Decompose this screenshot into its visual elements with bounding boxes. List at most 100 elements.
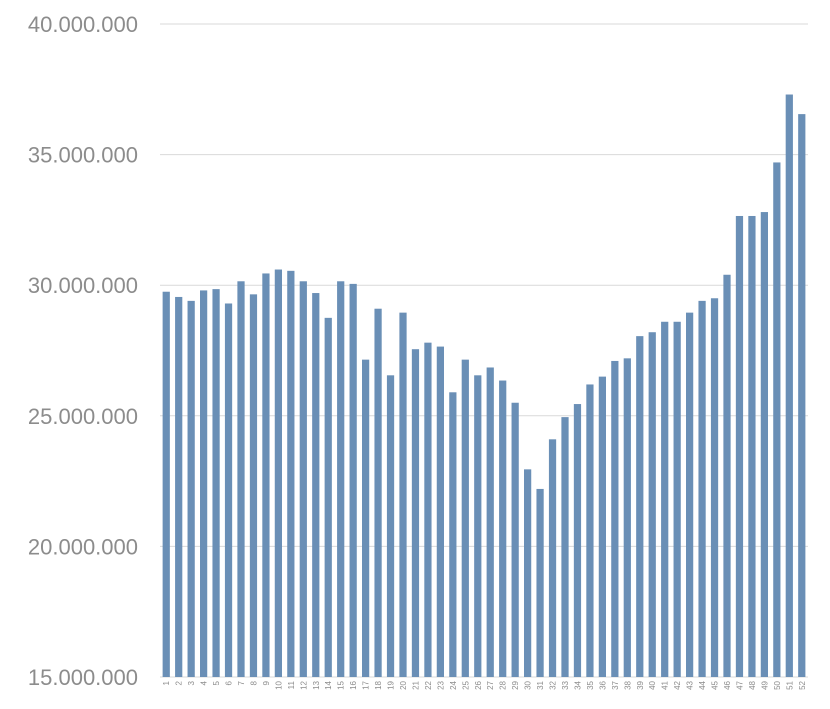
bar xyxy=(374,308,382,677)
x-tick-label: 37 xyxy=(611,680,620,689)
bar xyxy=(611,360,619,677)
bar xyxy=(760,212,768,677)
x-tick-label: 30 xyxy=(524,680,533,689)
x-tick-label: 29 xyxy=(511,680,520,689)
bar xyxy=(511,402,519,677)
x-tick-label: 45 xyxy=(711,680,720,689)
x-tick-label: 26 xyxy=(474,680,483,689)
bar xyxy=(698,300,706,677)
x-tick-label: 36 xyxy=(598,680,607,689)
bar xyxy=(274,269,282,677)
x-tick-label: 6 xyxy=(225,680,234,685)
x-tick-label: 46 xyxy=(723,680,732,689)
bar xyxy=(661,321,669,677)
x-tick-label: 18 xyxy=(374,680,383,689)
x-tick-label: 12 xyxy=(299,680,308,689)
bar xyxy=(561,417,569,677)
x-tick-label: 19 xyxy=(387,680,396,689)
x-tick-label: 28 xyxy=(499,680,508,689)
bar xyxy=(461,359,469,677)
bar xyxy=(337,281,345,677)
bar xyxy=(312,293,320,677)
bar xyxy=(536,488,544,677)
bar xyxy=(436,346,444,677)
bar xyxy=(399,312,407,677)
bar xyxy=(648,332,656,677)
bar xyxy=(287,270,295,677)
x-tick-label: 14 xyxy=(324,680,333,689)
x-tick-label: 41 xyxy=(661,680,670,689)
x-tick-label: 5 xyxy=(212,680,221,685)
bar xyxy=(386,375,395,677)
bar xyxy=(449,392,457,677)
bar xyxy=(636,336,644,677)
x-tick-label: 33 xyxy=(561,680,570,689)
bar xyxy=(324,317,332,677)
bar xyxy=(224,303,233,677)
x-tick-label: 20 xyxy=(399,680,408,689)
bar xyxy=(548,439,557,677)
x-tick-label: 32 xyxy=(549,680,558,689)
bar xyxy=(586,384,594,677)
x-tick-label: 15 xyxy=(337,680,346,689)
bar xyxy=(735,215,744,678)
x-tick-label: 11 xyxy=(287,680,296,689)
gridlines xyxy=(160,23,808,678)
bar xyxy=(773,162,781,677)
bar xyxy=(524,469,532,677)
bar xyxy=(499,380,507,677)
x-tick-label: 42 xyxy=(673,680,682,689)
x-tick-label: 4 xyxy=(200,680,209,685)
bar xyxy=(623,358,631,677)
x-tick-label: 2 xyxy=(175,680,184,685)
bar xyxy=(474,375,482,677)
bar xyxy=(785,94,793,677)
bar xyxy=(573,404,582,677)
x-tick-label: 31 xyxy=(536,680,545,689)
bar xyxy=(262,273,270,677)
x-tick-label: 16 xyxy=(349,680,358,689)
y-tick-label: 15.000.000 xyxy=(28,665,138,690)
bar xyxy=(798,114,806,678)
bar xyxy=(411,349,420,677)
x-tick-label: 40 xyxy=(648,680,657,689)
bar xyxy=(710,298,719,677)
bar xyxy=(200,290,208,677)
x-tick-label: 13 xyxy=(312,680,321,689)
x-tick-label: 24 xyxy=(449,680,458,689)
x-tick-label: 49 xyxy=(760,680,769,689)
x-tick-label: 50 xyxy=(773,680,782,689)
y-axis-tick-labels: 15.000.000 20.000.000 25.000.000 30.000.000… xyxy=(28,12,138,690)
y-tick-label: 20.000.000 xyxy=(28,534,138,559)
bar xyxy=(237,281,245,677)
y-tick-label: 25.000.000 xyxy=(28,404,138,429)
x-tick-label: 7 xyxy=(237,680,246,685)
bar xyxy=(748,215,756,678)
bars xyxy=(162,94,806,678)
bar xyxy=(723,274,731,677)
x-tick-label: 38 xyxy=(623,680,632,689)
x-tick-label: 44 xyxy=(698,680,707,689)
bar xyxy=(362,359,370,677)
bar xyxy=(598,376,606,677)
x-tick-label: 51 xyxy=(785,680,794,689)
bar xyxy=(486,367,494,677)
x-tick-label: 25 xyxy=(461,680,470,689)
bar xyxy=(162,291,170,677)
y-tick-label: 40.000.000 xyxy=(28,12,138,37)
bar xyxy=(187,300,195,677)
y-tick-label: 30.000.000 xyxy=(28,273,138,298)
x-tick-label: 17 xyxy=(362,680,371,689)
y-tick-label: 35.000.000 xyxy=(28,143,138,168)
x-tick-label: 10 xyxy=(274,680,283,689)
x-tick-label: 52 xyxy=(798,680,807,689)
bar xyxy=(686,312,694,677)
x-tick-label: 48 xyxy=(748,680,757,689)
x-tick-label: 22 xyxy=(424,680,433,689)
x-axis-tick-labels: 1 2 3 4 5 6 7 8 9 10 11 12 13 14 15 16 17 18 19 20 21 22 23 24 2… xyxy=(162,680,807,689)
x-tick-label: 35 xyxy=(586,680,595,689)
bar xyxy=(349,283,357,677)
x-tick-label: 8 xyxy=(249,680,258,685)
x-tick-label: 27 xyxy=(486,680,495,689)
